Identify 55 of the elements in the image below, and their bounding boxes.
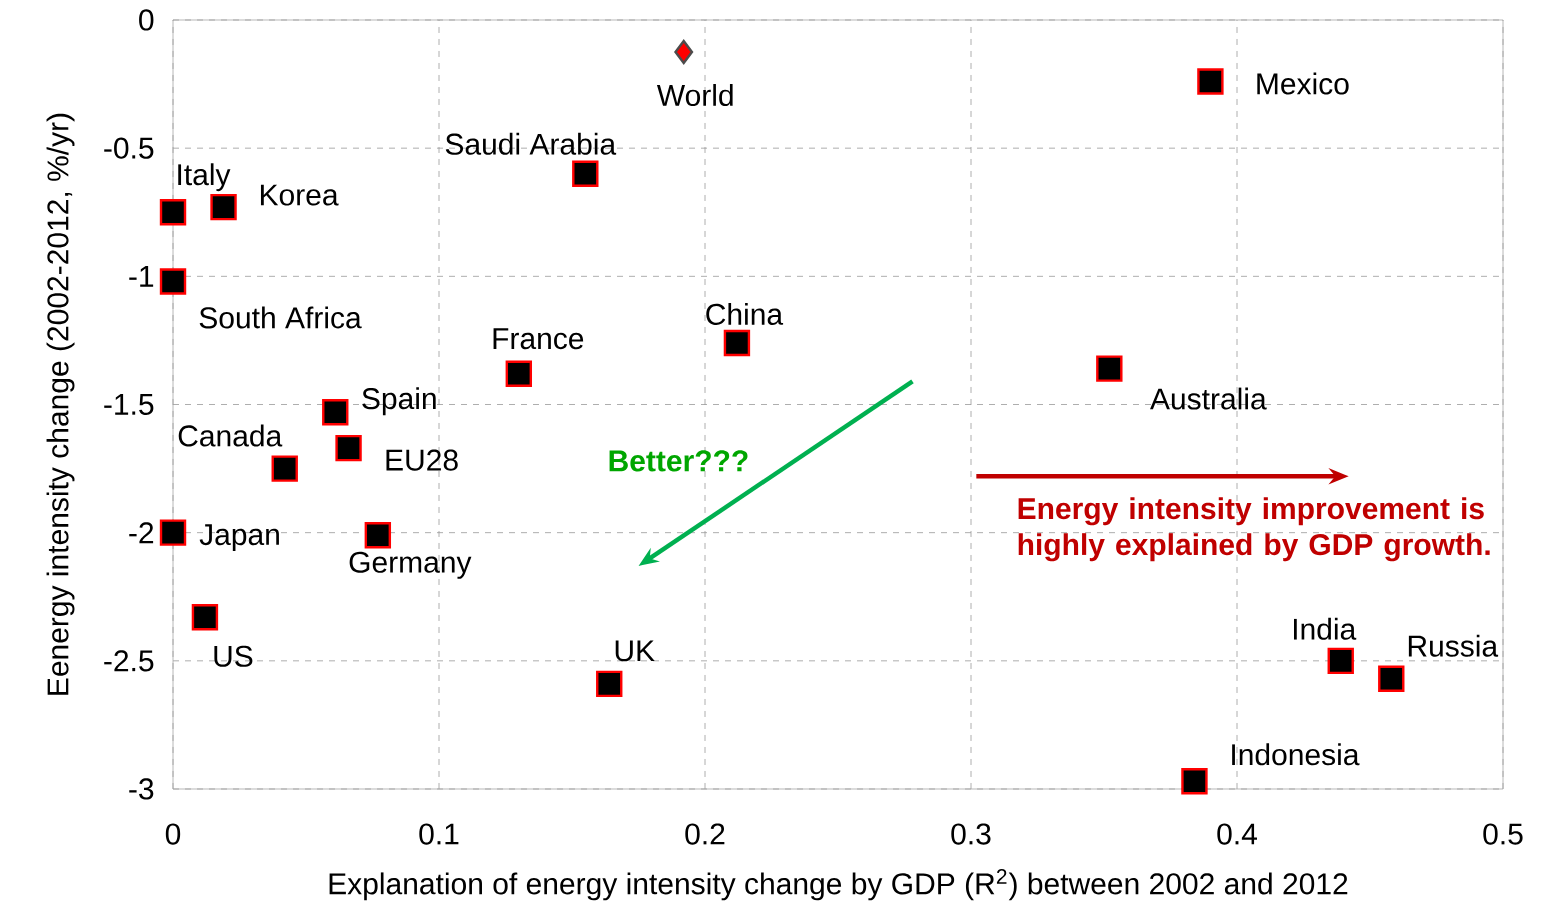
point	[364, 522, 392, 549]
point	[1197, 68, 1224, 95]
point	[159, 519, 187, 546]
x-tick-label: 0.2	[685, 823, 725, 845]
point	[674, 39, 694, 65]
annotation: Saudi Arabia	[445, 132, 617, 155]
y-tick-label: -0.5	[104, 137, 154, 159]
point	[159, 199, 187, 226]
point	[505, 360, 533, 387]
annotation: Germany	[349, 551, 472, 579]
x-tick-label: 0.5	[1483, 823, 1523, 845]
annotation: US	[214, 645, 253, 667]
annotation: Better???	[609, 450, 748, 472]
point	[1327, 647, 1354, 675]
y-tick-label: -3	[129, 778, 154, 800]
y-tick-label: -2.5	[104, 650, 154, 672]
point	[322, 398, 349, 426]
point	[271, 455, 298, 482]
annotation: Korea	[260, 184, 339, 206]
annotation: Italy	[178, 163, 231, 192]
annotation: Mexico	[1257, 72, 1349, 95]
annotation: China	[706, 302, 784, 325]
annotation: Canada	[178, 424, 283, 447]
x-tick-label: 0.3	[951, 823, 991, 845]
x-axis-title: Explanation of energy intensity change by GDP (R$^{2}$) between 2002 and 2012	[329, 869, 1348, 901]
point	[1181, 768, 1208, 795]
annotation: South Africa	[199, 306, 362, 329]
annotation: Russia	[1408, 634, 1499, 657]
point	[572, 160, 599, 187]
x-tick-label: 0	[165, 823, 181, 845]
point	[596, 670, 623, 698]
point	[210, 193, 237, 221]
annotation: Spain	[362, 387, 436, 416]
x-tick-label: 0.1	[419, 823, 459, 845]
annotation: World	[656, 84, 733, 107]
point	[1096, 355, 1123, 382]
annotation: France	[493, 328, 584, 350]
y-tick-label: -1	[129, 266, 154, 287]
annotation: India	[1293, 617, 1357, 640]
x-tick-label: 0.4	[1217, 823, 1257, 845]
annotation: Japan	[199, 524, 279, 552]
annotation: UK	[615, 640, 655, 662]
annotation: EU28	[386, 449, 458, 471]
annotation: Energy intensity improvement is highly explained by GDP growth.	[1018, 497, 1490, 562]
point	[723, 329, 751, 357]
point	[335, 434, 362, 462]
y-axis-title: Eenergy intensity change (2002-2012, %/yr)	[46, 113, 75, 695]
point	[159, 268, 187, 295]
annotation: Australia	[1150, 387, 1267, 410]
point	[191, 604, 219, 631]
point	[1378, 665, 1405, 692]
y-tick-label: 0	[139, 9, 154, 31]
y-tick-label: -2	[129, 522, 154, 544]
annotation: Indonesia	[1232, 743, 1360, 766]
y-tick-label: -1.5	[104, 394, 154, 415]
